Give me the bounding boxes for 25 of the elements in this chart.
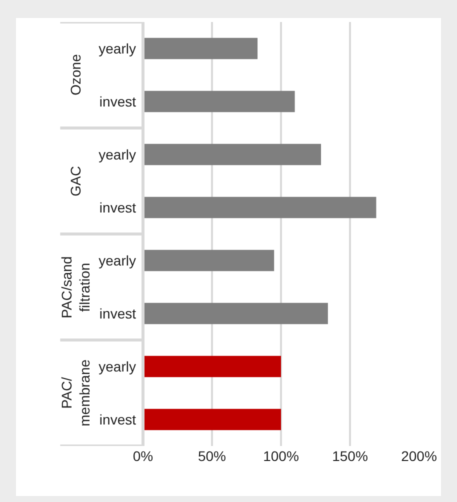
text: PAC/sand filtration — [58, 256, 93, 318]
bar — [143, 302, 328, 324]
y-tick-label: invest — [99, 199, 136, 216]
text: Ozone — [67, 54, 84, 96]
bar — [143, 356, 281, 378]
x-tick-label: 200% — [401, 448, 437, 464]
x-tick-label: 100% — [263, 448, 299, 464]
bar — [143, 90, 295, 112]
y-tick-label: yearly — [98, 146, 136, 162]
bar — [143, 408, 281, 430]
y-tick-label: invest — [99, 411, 136, 428]
bar — [143, 38, 258, 60]
y-tick-label: invest — [99, 305, 136, 322]
text: GAC — [67, 166, 84, 196]
x-tick-label: 150% — [332, 448, 368, 464]
x-tick-label: 0% — [132, 448, 154, 464]
y-tick-label: invest — [99, 93, 136, 110]
x-tick-label: 50% — [198, 448, 226, 464]
y-tick-label: yearly — [98, 40, 136, 56]
y-tick-label: yearly — [98, 252, 136, 268]
bar — [143, 144, 322, 166]
bar — [143, 250, 274, 272]
text: PAC/ membrane — [58, 359, 93, 426]
y-tick-label: yearly — [98, 358, 136, 374]
bar — [143, 196, 376, 218]
